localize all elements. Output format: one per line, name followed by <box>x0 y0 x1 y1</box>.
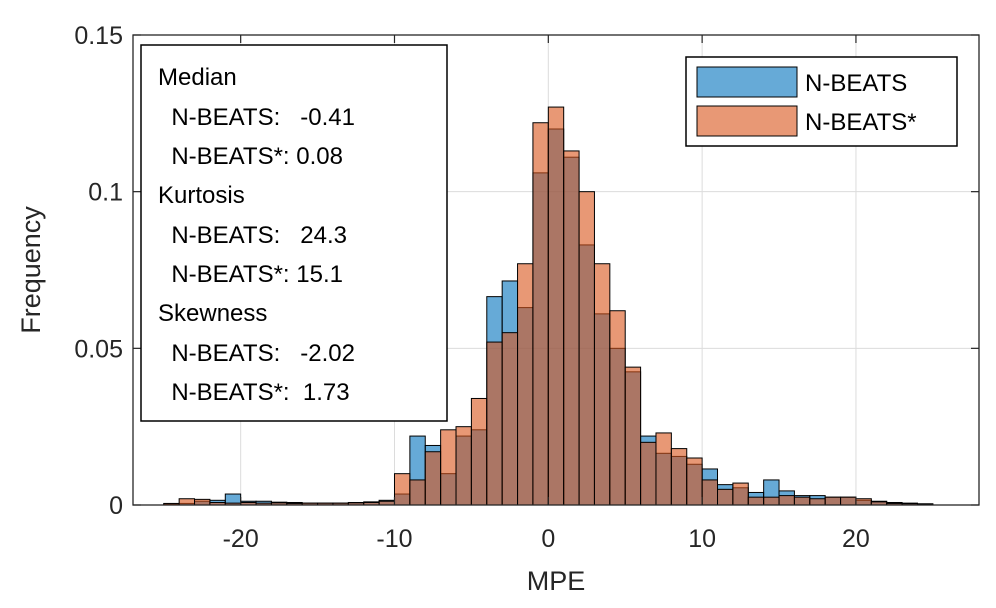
x-axis-label: MPE <box>527 566 586 596</box>
bar-n-beats-star <box>640 441 657 506</box>
legend-label-nbeats-star: N-BEATS* <box>805 109 917 136</box>
bar-n-beats-star <box>809 498 826 506</box>
bar-n-beats-star <box>824 496 842 506</box>
x-tick-label: -10 <box>376 525 412 553</box>
stats-kurtosis-nbeats-star: N-BEATS*: 15.1 <box>158 261 343 288</box>
bar-n-beats-star <box>593 263 611 506</box>
bar-n-beats-star <box>178 498 196 506</box>
legend-label-nbeats: N-BEATS <box>805 70 907 97</box>
bar-n-beats-star <box>747 496 765 506</box>
axes-box <box>132 34 980 506</box>
bar-n-beats-star <box>424 451 442 506</box>
bar-n-beats-star <box>578 191 595 506</box>
y-tick-label: 0.1 <box>88 179 123 207</box>
legend-swatch-nbeats <box>696 66 798 98</box>
bar-n-beats-star <box>194 498 211 506</box>
bar-n-beats-star <box>717 488 734 506</box>
bar-n-beats-star <box>393 473 411 506</box>
bar-n-beats-star <box>793 496 811 506</box>
bar-n-beats-star <box>440 429 457 506</box>
stats-box <box>140 44 448 422</box>
bar-n-beats-star <box>840 496 857 506</box>
bar-n-beats-star <box>609 310 626 506</box>
stats-median-nbeats: N-BEATS: -0.41 <box>158 104 355 131</box>
stats-skewness-heading: Skewness <box>158 300 267 327</box>
x-tick-label: 20 <box>842 525 870 553</box>
bar-n-beats-star <box>855 498 872 506</box>
bar-n-beats-star <box>547 106 565 506</box>
bar-n-beats-star <box>686 457 703 506</box>
bar-n-beats-star <box>517 263 534 506</box>
bar-n-beats-star <box>486 341 503 506</box>
bar-n-beats-star <box>409 479 426 506</box>
bar-n-beats-star <box>624 366 642 506</box>
y-tick-label: 0 <box>109 492 123 520</box>
stats-median-nbeats-star: N-BEATS*: 0.08 <box>158 143 343 170</box>
stats-median-heading: Median <box>158 64 237 91</box>
x-tick-label: 0 <box>541 525 555 553</box>
axes <box>132 34 980 506</box>
bar-n-beats-star <box>670 448 688 506</box>
stats-kurtosis-nbeats: N-BEATS: 24.3 <box>158 222 347 249</box>
bar-n-beats-star <box>455 426 472 506</box>
stats-skewness-nbeats-star: N-BEATS*: 1.73 <box>158 379 350 406</box>
bar-n-beats-star <box>563 150 580 506</box>
tick-labels: -20 -10 0 10 20 0 0.05 0.1 0.15 <box>74 22 870 553</box>
bar-n-beats-star <box>501 332 519 506</box>
stats-annotation: Median N-BEATS: -0.41 N-BEATS*: 0.08 Kur… <box>140 44 448 422</box>
histogram-bars <box>163 106 934 506</box>
y-tick-label: 0.05 <box>74 335 123 363</box>
x-tick-label: -20 <box>223 525 259 553</box>
bar-n-beats-star <box>532 122 549 506</box>
bar-n-beats-star <box>655 432 672 506</box>
bar-n-beats-star <box>778 495 795 506</box>
y-axis-label: Frequency <box>16 206 46 334</box>
bar-n-beats-star <box>470 397 488 506</box>
legend-swatch-nbeats-star <box>696 105 798 137</box>
y-tick-label: 0.15 <box>74 22 123 50</box>
stats-skewness-nbeats: N-BEATS: -2.02 <box>158 340 355 367</box>
bar-n-beats-star <box>701 479 719 506</box>
x-tick-label: 10 <box>688 525 716 553</box>
legend: N-BEATS N-BEATS* <box>685 56 958 147</box>
bar-n-beats-star <box>732 482 749 506</box>
bar-n-beats-star <box>763 496 780 506</box>
stats-kurtosis-heading: Kurtosis <box>158 182 245 209</box>
